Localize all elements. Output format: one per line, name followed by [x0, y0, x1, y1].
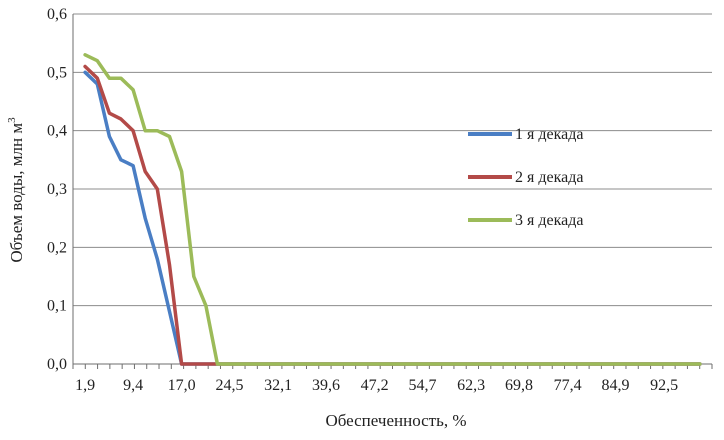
tick-labels: 0,0 0,1 0,2 0,3 0,4 0,5 0,6 1,9 9,4 17,0 24,5 32,1 3…	[47, 6, 678, 394]
x-tick-label: 39,6	[312, 377, 340, 394]
series-line-2	[83, 64, 702, 366]
y-axis-title: Объем воды, млн м3	[6, 117, 26, 263]
x-tick-label: 24,5	[216, 377, 244, 394]
y-tick-label: 0,4	[47, 123, 67, 140]
y-tick-label: 0,0	[47, 356, 67, 373]
x-tick-label: 92,5	[650, 377, 678, 394]
x-tick-label: 62,3	[457, 377, 485, 394]
x-tick-label: 69,8	[505, 377, 533, 394]
y-axis-title-superscript: 3	[6, 117, 18, 123]
y-tick-label: 0,3	[47, 181, 67, 198]
x-tick-label: 17,0	[168, 377, 196, 394]
y-tick-label: 0,2	[47, 239, 67, 256]
y-tick-label: 0,6	[47, 6, 67, 23]
series-line-3	[83, 53, 702, 366]
x-tick-label: 84,9	[602, 377, 630, 394]
legend-label-1: 1 я декада	[515, 126, 583, 143]
series-lines	[83, 53, 702, 366]
y-tick-label: 0,5	[47, 64, 67, 81]
y-axis-title-text: Объем воды, млн м	[7, 123, 26, 263]
legend-label-2: 2 я декада	[515, 169, 583, 186]
x-tick-label: 47,2	[361, 377, 389, 394]
x-axis-title: Обеспеченность, %	[325, 411, 466, 430]
x-tick-label: 54,7	[409, 377, 437, 394]
legend-label-3: 3 я декада	[515, 212, 583, 229]
x-tick-label: 77,4	[554, 377, 582, 394]
x-tick-label: 1,9	[75, 377, 95, 394]
legend: 1 я декада 2 я декада 3 я декада	[468, 126, 583, 229]
x-tick-label: 32,1	[264, 377, 292, 394]
y-tick-label: 0,1	[47, 298, 67, 315]
gridlines	[73, 13, 712, 307]
x-tick-label: 9,4	[123, 377, 143, 394]
